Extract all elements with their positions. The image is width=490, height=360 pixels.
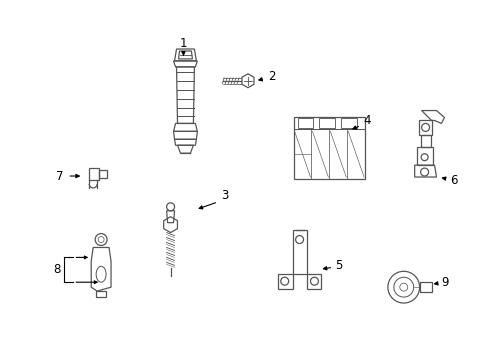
Bar	[294, 117, 365, 179]
Text: 8: 8	[53, 263, 60, 276]
Text: 1: 1	[180, 37, 187, 50]
Bar	[341, 118, 357, 129]
Text: 4: 4	[363, 114, 371, 127]
Bar	[297, 118, 314, 129]
Bar	[319, 118, 335, 129]
Text: 2: 2	[268, 70, 275, 83]
Text: 7: 7	[56, 170, 63, 183]
Text: 3: 3	[221, 189, 229, 202]
Text: 6: 6	[450, 174, 457, 186]
Text: 5: 5	[336, 259, 343, 272]
Text: 9: 9	[441, 276, 449, 289]
